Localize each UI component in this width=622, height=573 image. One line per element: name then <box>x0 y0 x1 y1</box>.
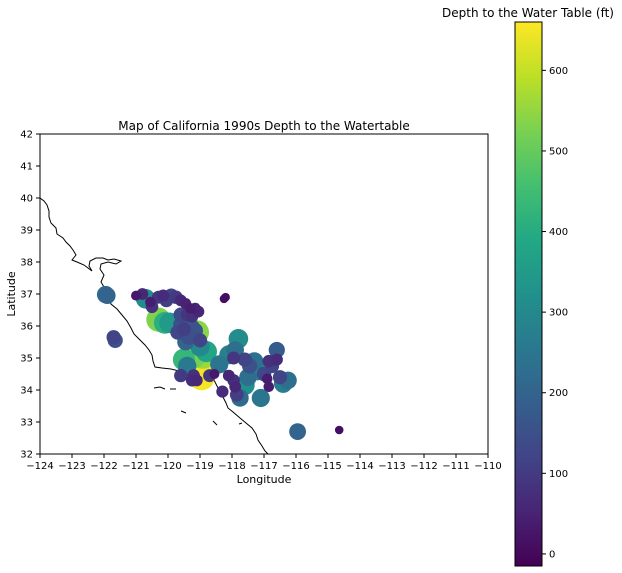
y-tick-label: 36 <box>20 322 33 333</box>
data-point <box>263 381 275 393</box>
data-point <box>237 352 252 367</box>
data-point <box>334 425 344 435</box>
data-point <box>177 322 191 337</box>
x-tick-label: −121 <box>122 461 149 472</box>
coastline-island-3 <box>180 410 187 414</box>
data-point <box>268 341 285 359</box>
y-tick-label: 33 <box>20 418 33 429</box>
x-axis-ticks: −124 −123 −122 −121 −120 −119 −118 −117 −116 −115… <box>26 454 502 472</box>
data-point <box>174 368 188 383</box>
coastline-island-4 <box>212 420 218 426</box>
data-point <box>251 388 270 408</box>
data-point <box>261 373 273 385</box>
y-tick-label: 39 <box>20 226 33 237</box>
data-point <box>185 303 196 314</box>
colorbar-tick-label: 300 <box>549 308 568 319</box>
x-tick-label: −111 <box>442 461 469 472</box>
colorbar-tick-label: 0 <box>549 549 555 560</box>
x-tick-label: −110 <box>474 461 501 472</box>
data-point <box>98 287 116 304</box>
x-tick-label: −120 <box>154 461 181 472</box>
x-tick-label: −115 <box>314 461 341 472</box>
y-tick-label: 38 <box>20 258 33 269</box>
data-point <box>106 330 121 345</box>
data-point <box>145 296 156 308</box>
data-point <box>131 290 141 301</box>
y-tick-label: 37 <box>20 290 33 301</box>
colorbar-tick-label: 200 <box>549 388 568 399</box>
x-tick-label: −116 <box>282 461 309 472</box>
colorbar-ticks: 0 100 200 300 400 500 600 <box>542 66 568 560</box>
coastline-island-1 <box>153 386 166 390</box>
x-tick-label: −123 <box>58 461 85 472</box>
data-point <box>192 333 208 348</box>
data-point <box>229 380 242 393</box>
x-tick-label: −118 <box>218 461 245 472</box>
chart-title: Map of California 1990s Depth to the Wat… <box>118 119 410 133</box>
y-axis-ticks: 32 33 34 35 36 37 38 39 40 41 42 <box>20 130 40 461</box>
colorbar-tick-label: 400 <box>549 227 568 238</box>
data-point <box>222 369 235 382</box>
y-tick-label: 35 <box>20 354 33 365</box>
coastline-island-5 <box>238 422 243 425</box>
colorbar-tick-label: 500 <box>549 146 568 157</box>
x-tick-label: −113 <box>378 461 405 472</box>
x-tick-label: −122 <box>90 461 117 472</box>
y-tick-label: 34 <box>20 386 33 397</box>
data-point <box>272 370 288 385</box>
colorbar <box>514 21 543 567</box>
y-tick-label: 32 <box>20 450 33 461</box>
colorbar-label: Depth to the Water Table (ft) <box>442 6 614 20</box>
data-point <box>216 385 229 398</box>
x-tick-label: −117 <box>250 461 277 472</box>
data-point <box>227 351 241 365</box>
x-tick-label: −114 <box>346 461 373 472</box>
y-axis-label: Latitude <box>5 271 18 317</box>
data-point <box>210 355 229 374</box>
x-axis-label: Longitude <box>237 473 292 486</box>
y-tick-label: 42 <box>20 130 33 141</box>
data-points <box>96 285 344 440</box>
data-point <box>289 423 306 440</box>
y-tick-label: 40 <box>20 194 33 205</box>
data-point <box>209 369 220 379</box>
x-tick-label: −124 <box>26 461 53 472</box>
data-point <box>157 289 170 302</box>
data-point <box>190 374 203 387</box>
x-tick-label: −112 <box>410 461 437 472</box>
data-point <box>221 292 230 302</box>
colorbar-tick-label: 600 <box>549 66 568 77</box>
y-tick-label: 41 <box>20 162 33 173</box>
data-point <box>270 353 283 366</box>
x-tick-label: −119 <box>186 461 213 472</box>
colorbar-tick-label: 100 <box>549 469 568 480</box>
